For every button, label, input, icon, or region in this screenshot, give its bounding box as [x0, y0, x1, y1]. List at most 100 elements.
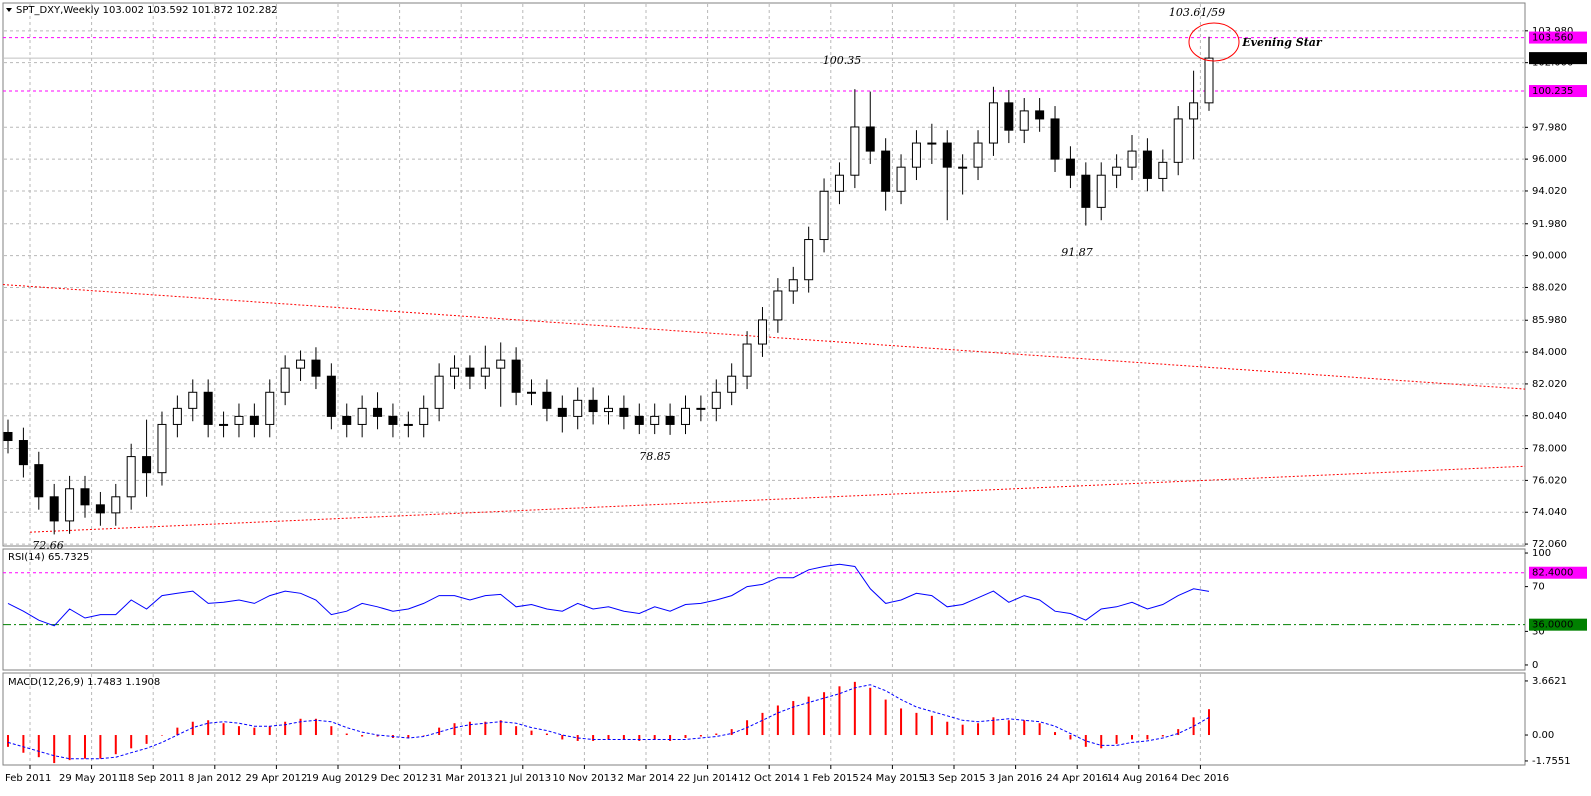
macd-bar — [730, 729, 733, 736]
macd-bar — [53, 735, 56, 764]
macd-bar — [468, 721, 471, 736]
candle-body — [265, 391, 275, 425]
macd-bar — [37, 735, 40, 758]
x-tick-label: 10 Nov 2013 — [552, 773, 616, 784]
x-tick-label: 31 Mar 2013 — [429, 773, 492, 784]
macd-bar — [561, 735, 564, 740]
candle-body — [172, 407, 182, 425]
candle-body — [111, 496, 121, 514]
x-tick-label: 9 Dec 2012 — [371, 773, 429, 784]
candle-body — [1142, 150, 1152, 179]
macd-bar — [900, 708, 903, 736]
candle-body — [326, 375, 336, 417]
macd-bar — [222, 723, 225, 736]
candle-body — [65, 488, 75, 522]
y-tick-label: 3.6621 — [1532, 676, 1567, 687]
candle-body — [680, 407, 690, 425]
macd-bar — [268, 726, 271, 736]
macd-bar — [99, 735, 102, 759]
y-tick-label: 97.980 — [1532, 122, 1567, 133]
y-tick-label: 85.980 — [1532, 315, 1567, 326]
x-tick-label: 3 Jan 2016 — [989, 773, 1043, 784]
y-tick-label: 76.020 — [1532, 475, 1567, 486]
macd-bar — [776, 705, 779, 736]
macd-bar — [499, 720, 502, 736]
macd-bar — [68, 735, 71, 761]
candle-body — [373, 407, 383, 417]
candle-body — [911, 142, 921, 168]
y-tick-label: 72.060 — [1532, 539, 1567, 550]
candle-body — [1189, 102, 1199, 120]
price-label: 82.4000 — [1532, 568, 1573, 579]
macd-bar — [438, 727, 441, 736]
macd-bar — [253, 727, 256, 736]
candle-body — [49, 496, 59, 522]
price-panel — [2, 2, 1526, 547]
macd-bar — [961, 724, 964, 736]
price-label-box — [1529, 31, 1587, 44]
macd-bar — [314, 718, 317, 736]
macd-bar — [869, 687, 872, 736]
y-tick-label: 30 — [1532, 626, 1545, 637]
candle-body — [188, 391, 198, 409]
candle-body — [634, 415, 644, 425]
candle-body — [1204, 57, 1214, 104]
candle-body — [773, 290, 783, 321]
candle-body — [18, 440, 28, 466]
macd-bar — [715, 733, 718, 736]
macd-bar — [7, 735, 9, 747]
candle-body — [80, 488, 90, 506]
macd-bar — [453, 723, 456, 736]
candle-body — [711, 391, 721, 409]
candle-body — [942, 142, 952, 168]
x-tick-label: 29 Apr 2012 — [245, 773, 307, 784]
macd-bar — [653, 735, 656, 740]
candle-body — [804, 239, 814, 281]
macd-bar — [622, 735, 625, 740]
macd-panel — [2, 672, 1526, 766]
price-title: SPT_DXY,Weekly 103.002 103.592 101.872 1… — [16, 5, 278, 16]
x-tick-label: 24 Apr 2016 — [1046, 773, 1108, 784]
candle-body — [157, 423, 167, 474]
macd-bar — [1115, 735, 1118, 744]
candle-body — [95, 504, 105, 514]
macd-bar — [345, 733, 348, 736]
macd-bar — [176, 727, 179, 736]
macd-bar — [684, 735, 687, 738]
x-tick-label: 29 May 2011 — [59, 773, 124, 784]
candle-body — [126, 456, 136, 498]
candle-body — [480, 367, 490, 377]
candle-body — [1065, 158, 1075, 176]
y-tick-label: 90.000 — [1532, 251, 1567, 262]
macd-bar — [145, 735, 148, 744]
candle-body — [1158, 161, 1168, 179]
candle-body — [573, 399, 583, 417]
x-tick-label: 24 May 2015 — [860, 773, 925, 784]
y-tick-label: 88.020 — [1532, 282, 1567, 293]
x-tick-label: 22 Jun 2014 — [678, 773, 738, 784]
y-tick-label: 78.000 — [1532, 444, 1567, 455]
candle-body — [1035, 110, 1045, 120]
annotation: 91.87 — [1061, 246, 1093, 259]
candle-body — [865, 126, 875, 152]
y-tick-label: 94.020 — [1532, 186, 1567, 197]
y-tick-label: -1.7551 — [1532, 756, 1571, 767]
macd-bar — [761, 712, 764, 736]
y-tick-label: 84.000 — [1532, 347, 1567, 358]
x-tick-label: 13 Sep 2015 — [922, 773, 985, 784]
annotation: 78.85 — [639, 450, 671, 463]
candle-body — [311, 359, 321, 377]
price-label-box — [1529, 52, 1587, 65]
y-tick-label: 0.00 — [1532, 730, 1554, 741]
rsi-title: RSI(14) 65.7325 — [8, 552, 89, 563]
macd-bar — [515, 726, 518, 736]
annotation: 100.35 — [823, 54, 862, 67]
candle-body — [527, 391, 537, 394]
candle-body — [542, 391, 552, 409]
y-tick-label: 100 — [1532, 548, 1551, 559]
candle-body — [588, 399, 598, 413]
candle-body — [834, 174, 844, 192]
annotation: 103.61/59 — [1169, 6, 1225, 19]
panel-arrow — [6, 8, 12, 12]
